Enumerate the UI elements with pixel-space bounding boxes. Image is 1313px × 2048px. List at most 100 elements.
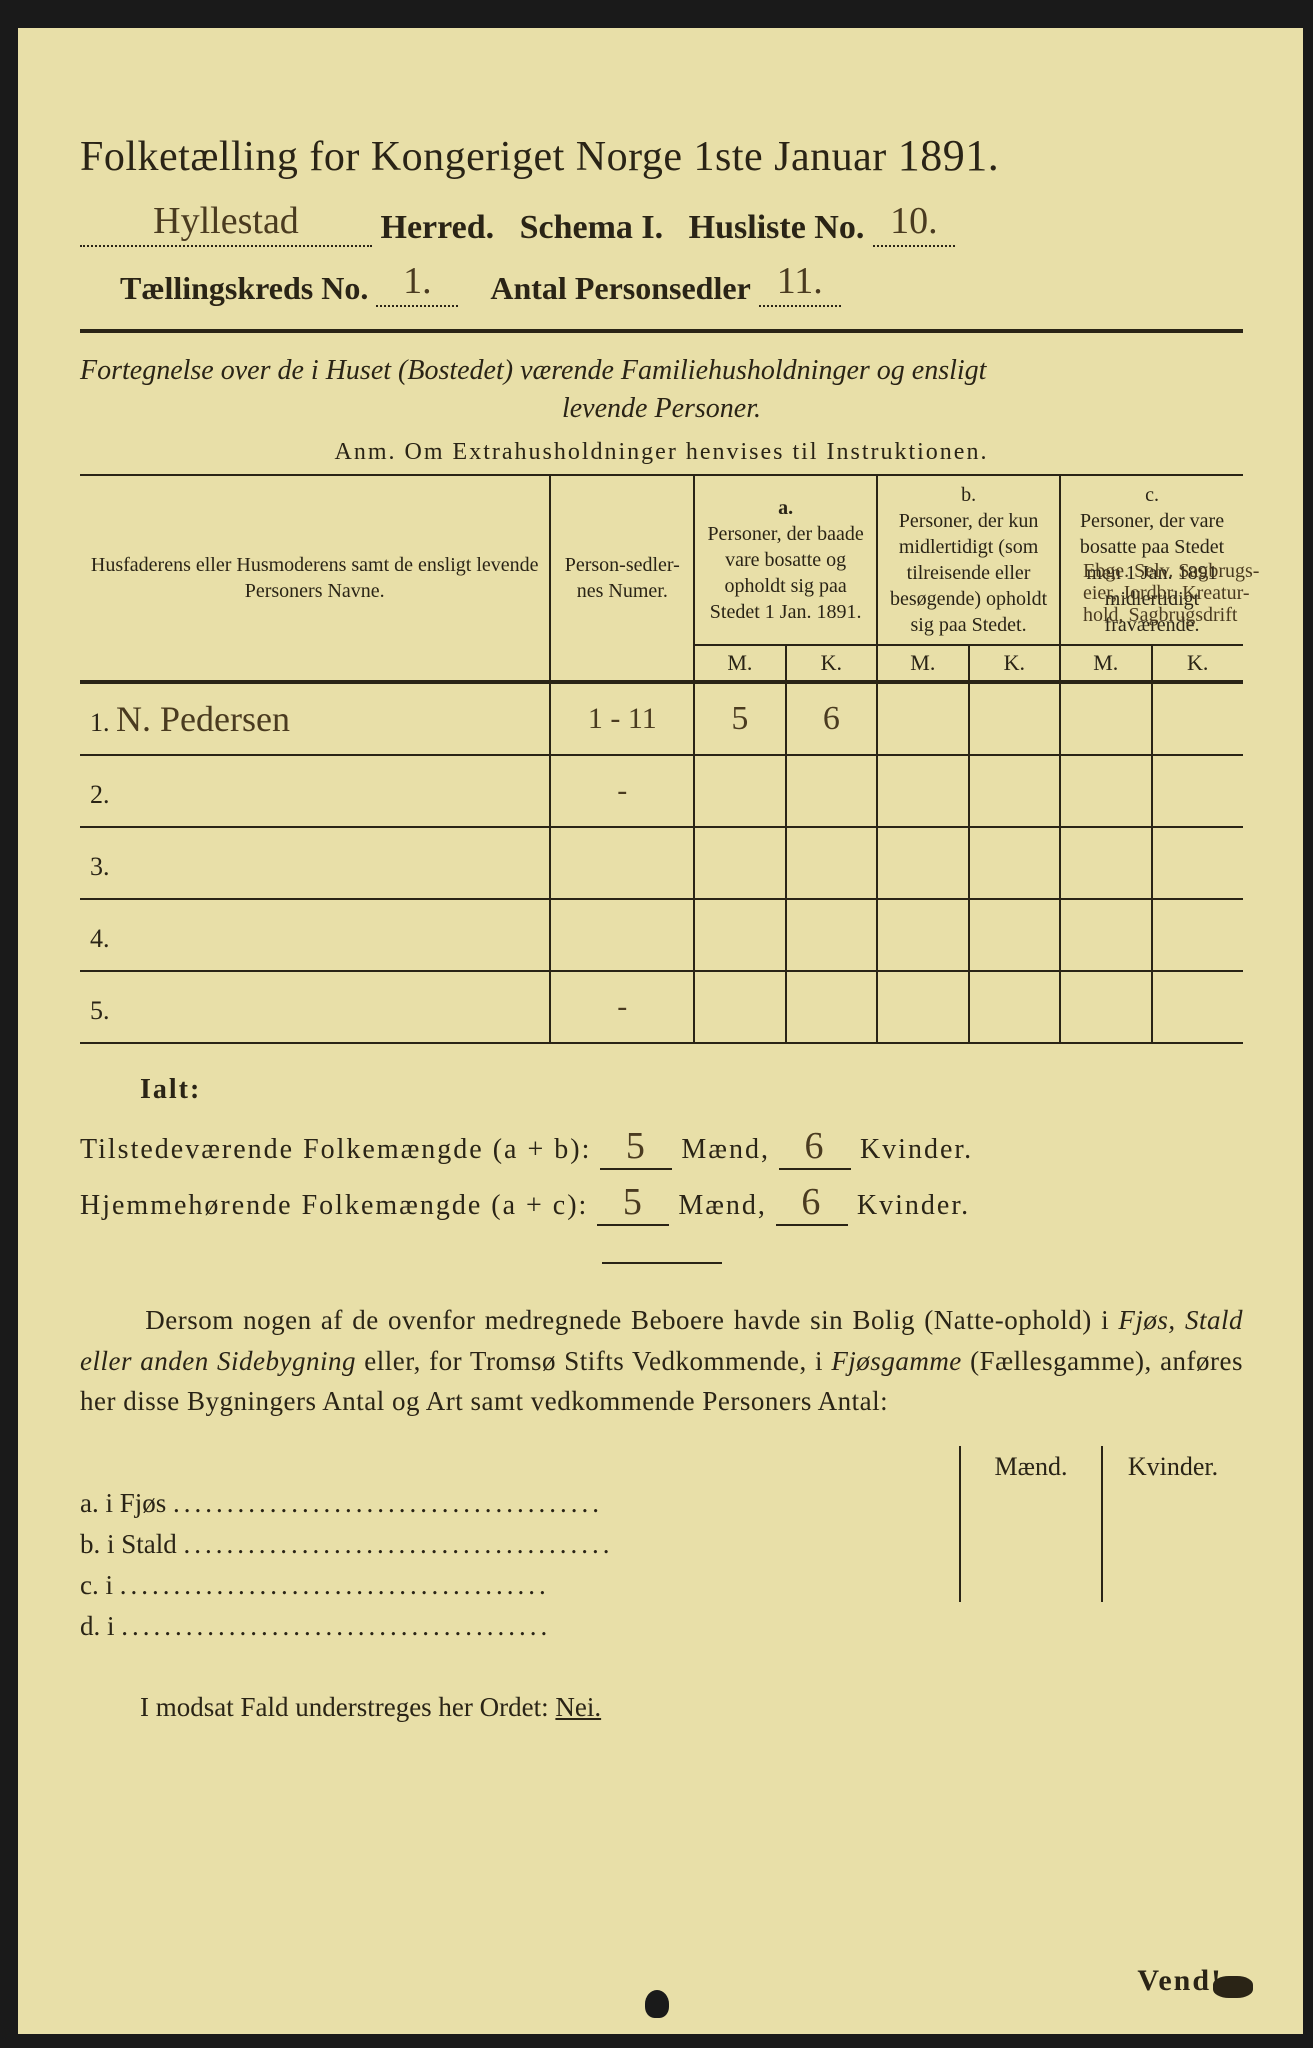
anm-note: Anm. Om Extrahusholdninger henvises til … xyxy=(80,439,1243,466)
row-cell-cm xyxy=(1060,971,1151,1043)
row-cell-am: 5 xyxy=(694,682,785,755)
margin-note: Ebge. Selv. Sagbrugs-eier, Jordbr. Kreat… xyxy=(1083,560,1283,626)
row-name-cell: 3. xyxy=(80,827,550,899)
scan-border-top xyxy=(0,0,1313,28)
row-cell-bm xyxy=(877,755,968,827)
husliste-label: Husliste No. xyxy=(689,209,865,246)
title-text: Folketælling for Kongeriget Norge 1ste J… xyxy=(80,134,887,180)
scan-border-right xyxy=(1303,0,1313,2048)
total-present-k: 6 xyxy=(779,1124,851,1170)
kvinder-label-2: Kvinder. xyxy=(857,1190,970,1221)
side-building-paragraph: Dersom nogen af de ovenfor medregnede Be… xyxy=(80,1300,1243,1422)
row-cell-bm xyxy=(877,971,968,1043)
table-row: 3. xyxy=(80,827,1243,899)
dotted-leader: ........................................ xyxy=(173,1488,603,1518)
row-cell-cm xyxy=(1060,827,1151,899)
total-resident-m: 5 xyxy=(597,1180,669,1226)
table-row: 2. - xyxy=(80,755,1243,827)
header-line-2: Hyllestad Herred. Schema I. Husliste No.… xyxy=(80,199,1243,247)
scan-border-left xyxy=(0,0,18,2048)
row-number: 5. xyxy=(90,996,110,1025)
subtitle-line-2: levende Personer. xyxy=(80,393,1243,425)
row-cell-bk xyxy=(969,682,1060,755)
row-cell-ak xyxy=(786,755,877,827)
col-a-desc: Personer, der baade vare bosatte og opho… xyxy=(707,523,863,623)
kreds-value: 1. xyxy=(376,259,458,307)
row-cell-ck xyxy=(1152,827,1244,899)
row-name-cell: 2. xyxy=(80,755,550,827)
subtitle-line-1: Fortegnelse over de i Huset (Bostedet) v… xyxy=(80,355,1243,387)
total-resident-row: Hjemmehørende Folkemængde (a + c): 5 Mæn… xyxy=(80,1180,1243,1226)
side-building-row: a. i Fjøs ..............................… xyxy=(80,1488,959,1519)
row-name-cell: 4. xyxy=(80,899,550,971)
dotted-leader: ........................................ xyxy=(121,1611,551,1641)
row-cell-ck xyxy=(1152,755,1244,827)
row-cell-ak xyxy=(786,971,877,1043)
side-row-label: b. i Stald xyxy=(80,1529,177,1559)
row-cell-num xyxy=(550,899,694,971)
row-cell-bm xyxy=(877,682,968,755)
total-present-row: Tilstedeværende Folkemængde (a + b): 5 M… xyxy=(80,1124,1243,1170)
title-year: 1891. xyxy=(898,131,1000,180)
side-building-rows: a. i Fjøs ..............................… xyxy=(80,1446,959,1652)
table-row: 1. N. Pedersen1 - 1156 xyxy=(80,682,1243,755)
census-form-page: Folketælling for Kongeriget Norge 1ste J… xyxy=(0,0,1313,2048)
ink-blot-icon xyxy=(645,1990,669,2018)
row-cell-ak: 6 xyxy=(786,682,877,755)
total-resident-label: Hjemmehørende Folkemængde (a + c): xyxy=(80,1190,588,1221)
row-number: 4. xyxy=(90,924,110,953)
short-rule xyxy=(602,1262,722,1264)
col-header-num: Person-sedler-nes Numer. xyxy=(550,475,694,682)
vend-label: Vend! xyxy=(1137,1964,1223,1998)
side-building-row: b. i Stald .............................… xyxy=(80,1529,959,1560)
row-cell-bk xyxy=(969,827,1060,899)
maend-label-1: Mænd, xyxy=(681,1134,770,1165)
col-a-k: K. xyxy=(786,645,877,682)
row-cell-cm xyxy=(1060,899,1151,971)
col-a-letter: a. xyxy=(778,497,793,519)
cell-value: - xyxy=(617,990,627,1023)
row-cell-cm xyxy=(1060,755,1151,827)
table-row: 5. - xyxy=(80,971,1243,1043)
col-header-name: Husfaderens eller Husmoderens samt de en… xyxy=(80,475,550,682)
cell-value: 1 - 11 xyxy=(588,702,657,735)
antal-value: 11. xyxy=(759,259,841,307)
para-text-1: Dersom nogen af de ovenfor medregnede Be… xyxy=(145,1305,1118,1335)
side-col-kvinder: Kvinder. xyxy=(1101,1446,1243,1602)
ialt-title: Ialt: xyxy=(140,1074,1243,1106)
row-cell-bm xyxy=(877,899,968,971)
col-c-k: K. xyxy=(1152,645,1244,682)
col-b-m: M. xyxy=(877,645,968,682)
header-line-3: Tællingskreds No. 1. Antal Personsedler … xyxy=(80,259,1243,307)
col-c-letter: c. xyxy=(1145,484,1159,506)
form-title: Folketælling for Kongeriget Norge 1ste J… xyxy=(80,130,1243,181)
row-number: 3. xyxy=(90,852,110,881)
row-cell-ck xyxy=(1152,899,1244,971)
dotted-leader: ........................................ xyxy=(184,1529,614,1559)
row-cell-ck xyxy=(1152,682,1244,755)
row-cell-am xyxy=(694,755,785,827)
totals-block: Ialt: Tilstedeværende Folkemængde (a + b… xyxy=(80,1074,1243,1226)
side-row-label: d. i xyxy=(80,1611,115,1641)
row-cell-num: 1 - 11 xyxy=(550,682,694,755)
household-table: Husfaderens eller Husmoderens samt de en… xyxy=(80,474,1243,1044)
row-cell-num: - xyxy=(550,971,694,1043)
side-building-table: a. i Fjøs ..............................… xyxy=(80,1446,1243,1652)
row-number: 1. xyxy=(90,708,110,737)
husliste-value: 10. xyxy=(873,199,955,247)
dotted-leader: ........................................ xyxy=(120,1570,550,1600)
col-b-desc: Personer, der kun midlertidigt (som tilr… xyxy=(890,510,1047,636)
row-cell-bm xyxy=(877,827,968,899)
para-text-2: eller, for Tromsø Stifts Vedkommende, i xyxy=(364,1346,831,1376)
herred-label: Herred. xyxy=(381,209,495,246)
row-name-cell: 5. xyxy=(80,971,550,1043)
side-building-row: d. i ...................................… xyxy=(80,1611,959,1642)
col-b-k: K. xyxy=(969,645,1060,682)
side-row-label: c. i xyxy=(80,1570,113,1600)
maend-label-2: Mænd, xyxy=(678,1190,767,1221)
kreds-label: Tællingskreds No. xyxy=(120,270,368,306)
antal-label: Antal Personsedler xyxy=(490,270,750,306)
table-row: 4. xyxy=(80,899,1243,971)
footer-line: I modsat Fald understreges her Ordet: Ne… xyxy=(140,1692,1243,1723)
ink-smudge-icon xyxy=(1213,1976,1253,1998)
